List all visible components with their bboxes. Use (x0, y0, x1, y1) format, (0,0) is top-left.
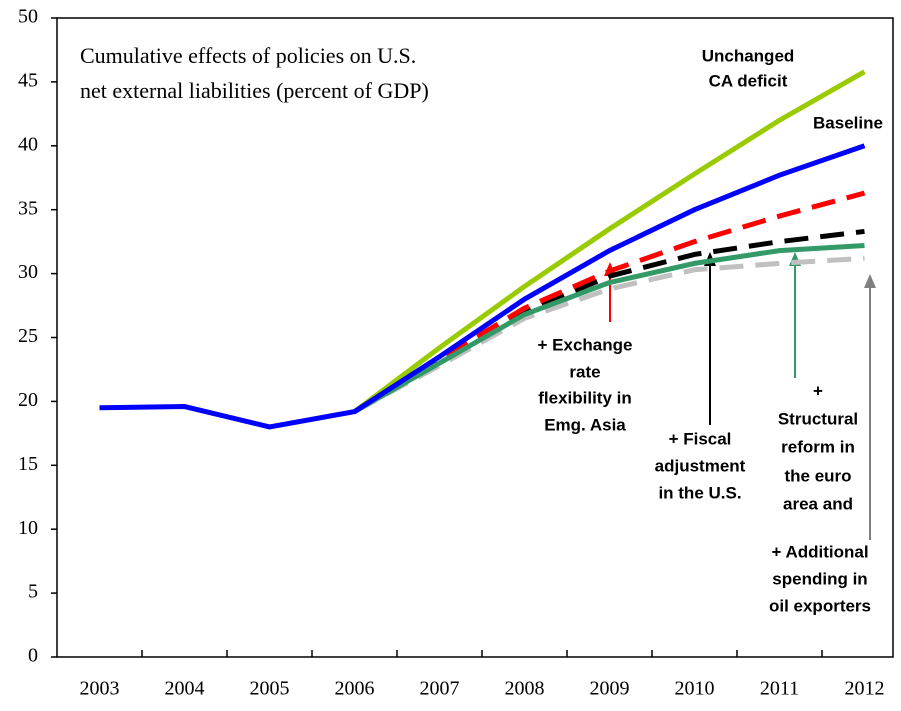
y-tick-label: 15 (18, 453, 38, 475)
x-tick-label: 2011 (760, 678, 799, 700)
x-tick-label: 2010 (675, 678, 715, 700)
y-tick-label: 35 (18, 197, 38, 219)
y-tick-label: 30 (18, 261, 38, 283)
x-tick-label: 2005 (250, 678, 290, 700)
y-tick-label: 40 (18, 133, 38, 155)
plot-frame (56, 17, 894, 658)
series-line (353, 228, 865, 414)
y-tick-label: 25 (18, 325, 38, 347)
x-tick-label: 2009 (590, 678, 630, 700)
series-label: Baseline (813, 113, 883, 132)
series-label: + Additional (771, 542, 868, 561)
arrowhead (864, 274, 876, 288)
series-line (353, 190, 866, 414)
chart-title: net external liabilities (percent of GDP… (80, 78, 429, 103)
y-tick-label: 45 (18, 69, 38, 91)
series-label: rate (569, 362, 600, 381)
y-tick-label: 10 (18, 517, 38, 539)
x-tick-label: 2003 (80, 678, 120, 700)
series-label: area and (783, 494, 853, 513)
x-tick-label: 2004 (165, 678, 205, 700)
x-tick-label: 2007 (420, 678, 460, 700)
series-label: CA deficit (709, 71, 788, 90)
series-label: + Exchange (538, 335, 633, 354)
series-label: flexibility in (538, 388, 632, 407)
series-label: spending in (772, 569, 867, 588)
series-label: + (813, 381, 823, 400)
series-label: Emg. Asia (544, 415, 626, 434)
y-tick-label: 50 (18, 6, 38, 28)
series-label: in the U.S. (658, 483, 741, 502)
series-label: Unchanged (702, 46, 795, 65)
y-tick-label: 20 (18, 389, 38, 411)
x-tick-label: 2006 (335, 678, 375, 700)
series-line (99, 143, 866, 430)
series-label: the euro (784, 466, 851, 485)
chart-title: Cumulative effects of policies on U.S. (80, 43, 416, 68)
y-tick-label: 5 (28, 581, 38, 603)
y-tick-label: 0 (28, 645, 38, 667)
series-label: Structural (778, 409, 858, 428)
series-label: reform in (781, 437, 855, 456)
x-tick-label: 2012 (845, 678, 885, 700)
series-line (353, 242, 865, 414)
series-label: + Fiscal (669, 429, 732, 448)
x-tick-label: 2008 (505, 678, 545, 700)
series-label: oil exporters (769, 596, 871, 615)
series-line (352, 69, 866, 414)
series-label: adjustment (655, 456, 746, 475)
